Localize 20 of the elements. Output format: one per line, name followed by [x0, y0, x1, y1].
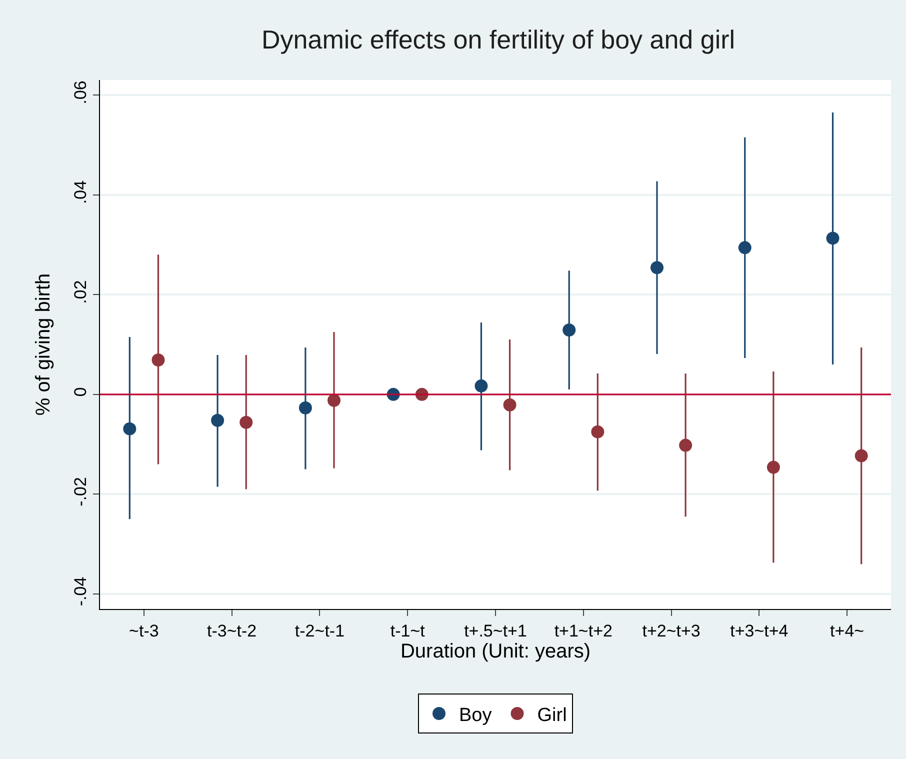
x-tick-label: t+3~t+4	[730, 621, 788, 640]
legend-label: Girl	[537, 704, 567, 726]
y-tick-label: .04	[71, 180, 90, 204]
x-tick-label: t+2~t+3	[642, 621, 700, 640]
x-tick-label: t-3~t-2	[207, 621, 257, 640]
x-tick-label: t+.5~t+1	[464, 621, 527, 640]
y-tick-label: 0	[71, 387, 90, 397]
y-tick-label: -.04	[71, 576, 90, 606]
y-tick-label: -.02	[71, 477, 90, 506]
x-tick-label: t+1~t+2	[554, 621, 612, 640]
x-tick-label: ~t-3	[129, 621, 159, 640]
x-tick-label: t-1~t	[390, 621, 426, 640]
y-tick-label: .06	[71, 80, 90, 104]
x-tick-label: t-2~t-1	[294, 621, 345, 640]
chart-title: Dynamic effects on fertility of boy and girl	[262, 24, 736, 55]
y-axis-title: % of giving birth	[32, 273, 55, 416]
legend-label: Boy	[459, 704, 492, 726]
x-tick-label: t+4~	[830, 621, 864, 640]
x-axis-title: Duration (Unit: years)	[400, 640, 591, 662]
y-tick-label: .02	[71, 280, 90, 304]
